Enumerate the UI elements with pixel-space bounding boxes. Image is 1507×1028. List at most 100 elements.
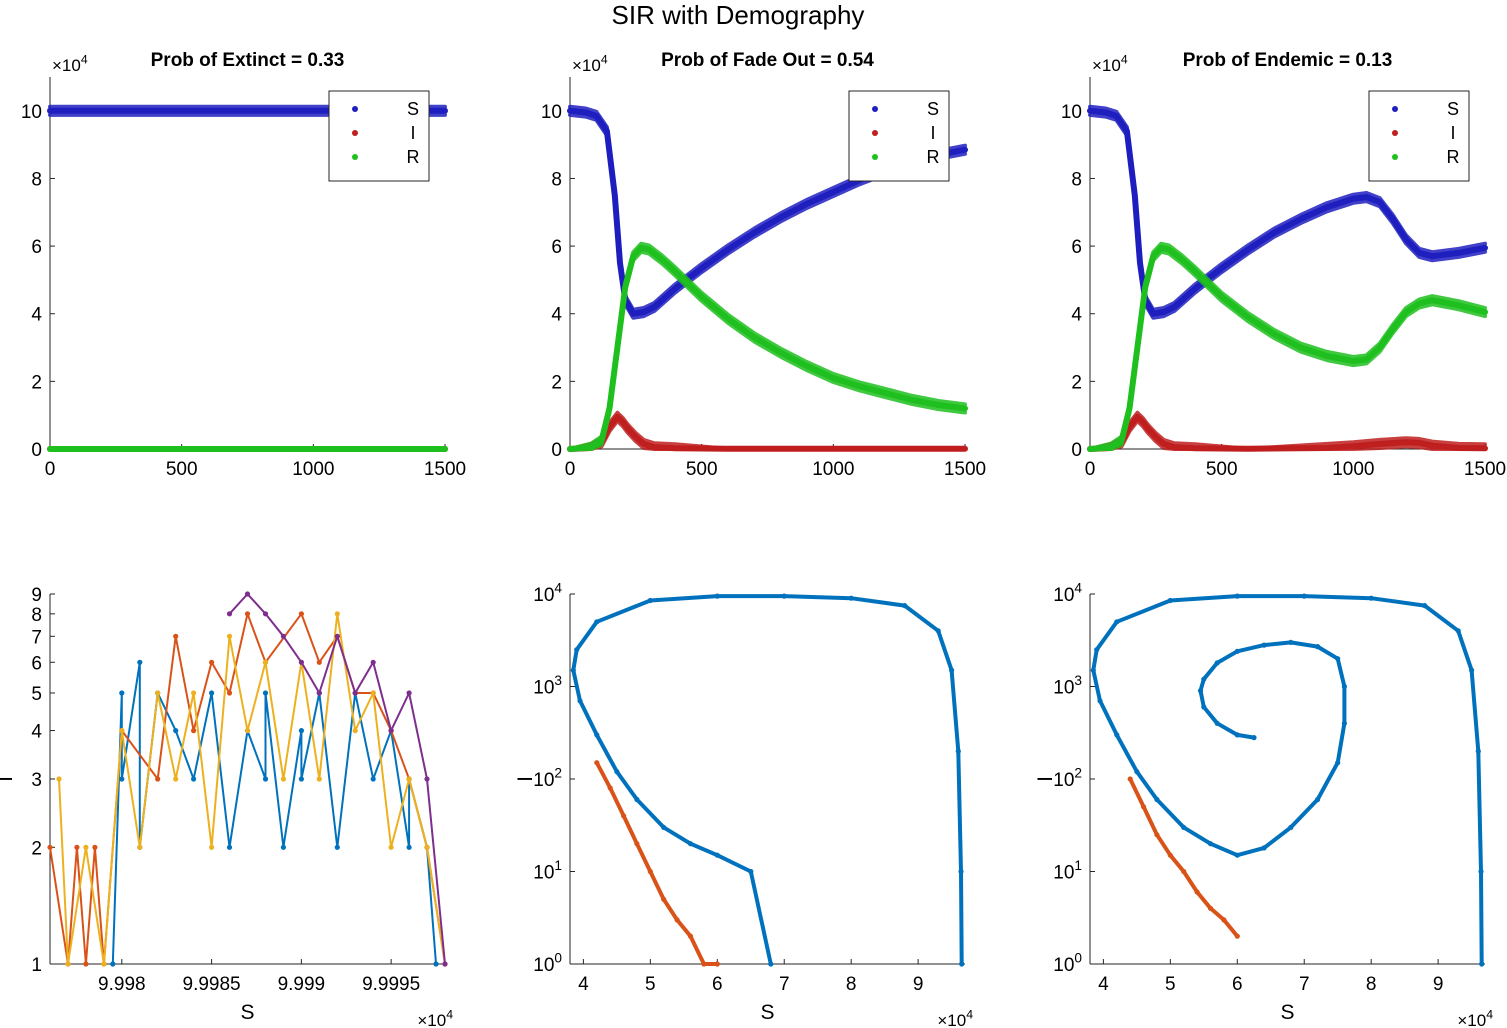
data-point xyxy=(262,659,269,665)
data-point xyxy=(1368,595,1374,601)
legend-marker-S xyxy=(1392,106,1398,112)
data-point xyxy=(424,844,430,850)
data-point xyxy=(370,690,376,696)
data-point xyxy=(191,728,197,734)
y-tick-label: 8 xyxy=(551,169,562,190)
data-point xyxy=(155,776,161,782)
x-tick-label: 9.999 xyxy=(278,974,326,995)
x-exponent-label: ×104 xyxy=(417,1007,453,1028)
data-point xyxy=(674,917,680,923)
data-point xyxy=(1422,603,1428,609)
y-tick-label: 6 xyxy=(31,237,42,258)
data-point xyxy=(244,611,251,617)
y-tick-label: 0 xyxy=(1071,440,1082,461)
data-point xyxy=(316,659,322,665)
data-point xyxy=(352,690,358,696)
data-point xyxy=(173,633,179,639)
data-point xyxy=(226,633,233,639)
data-point xyxy=(226,690,233,696)
data-point xyxy=(1221,917,1227,923)
panel-fadeout-phase: 4 5 6 7 8 9 100 101 102 103 104 ×104 S I xyxy=(514,580,973,1028)
data-point xyxy=(1469,667,1475,673)
x-tick-label: 5 xyxy=(645,974,656,995)
data-point xyxy=(661,896,667,902)
data-point xyxy=(1154,832,1160,838)
y-tick-label: 6 xyxy=(551,237,562,258)
x-tick-label: 1500 xyxy=(424,459,466,480)
y-tick-label: 101 xyxy=(533,858,562,884)
y-tick-label: 9 xyxy=(31,585,42,606)
data-point xyxy=(1234,593,1240,599)
x-axis-label: S xyxy=(760,1001,774,1024)
series-R-line xyxy=(1087,244,1488,452)
x-tick-label: 5 xyxy=(1165,974,1176,995)
x-axis-label: S xyxy=(1280,1001,1294,1024)
data-point xyxy=(226,844,233,850)
legend-marker-I xyxy=(1392,130,1398,136)
y-tick-label: 2 xyxy=(31,372,42,393)
data-point xyxy=(1214,660,1220,666)
data-point xyxy=(388,844,394,850)
y-tick-label: 102 xyxy=(533,765,562,791)
data-point xyxy=(687,933,694,939)
chart-title: Prob of Endemic = 0.13 xyxy=(1183,50,1393,71)
x-tick-label: 9 xyxy=(1433,974,1444,995)
data-point xyxy=(1341,683,1347,690)
data-point xyxy=(209,659,215,665)
data-point xyxy=(137,844,143,850)
y-tick-label: 10 xyxy=(541,102,562,123)
data-point xyxy=(334,844,340,850)
data-point xyxy=(621,813,627,819)
legend-label-R: R xyxy=(927,147,940,167)
data-point xyxy=(902,603,908,609)
data-point xyxy=(1234,852,1240,858)
panel-extinct-phase: 9.998 9.9985 9.999 9.9995 1 2 3 4 5 6 789 ×104 S I xyxy=(0,585,453,1028)
data-point xyxy=(614,769,620,775)
legend-box xyxy=(328,90,430,182)
y-axis-label: I xyxy=(514,776,537,782)
data-point xyxy=(65,961,71,967)
data-point xyxy=(209,844,215,850)
data-point xyxy=(594,760,600,766)
x-tick-label: 8 xyxy=(846,974,857,995)
data-point xyxy=(949,667,955,673)
y-tick-label: 2 xyxy=(1071,372,1082,393)
y-tick-label: 8 xyxy=(31,605,42,626)
series-line xyxy=(49,612,446,965)
x-tick-label: 500 xyxy=(686,459,718,480)
y-tick-label: 6 xyxy=(31,653,42,674)
data-point xyxy=(748,868,754,875)
data-point xyxy=(1114,619,1120,625)
y-tick-label: 104 xyxy=(533,580,562,606)
figure-title: SIR with Demography xyxy=(612,0,865,30)
y-tick-label: 0 xyxy=(551,440,562,461)
x-tick-label: 1500 xyxy=(1464,459,1506,480)
data-point xyxy=(1167,597,1173,604)
x-tick-label: 9 xyxy=(913,974,924,995)
data-point xyxy=(56,776,62,782)
x-tick-label: 4 xyxy=(1098,974,1109,995)
data-point xyxy=(955,748,961,754)
data-point xyxy=(1181,824,1187,831)
y-tick-label: 10 xyxy=(21,102,42,123)
data-point xyxy=(714,961,720,967)
data-point xyxy=(1154,796,1160,803)
data-point xyxy=(173,728,179,734)
legend-label-S: S xyxy=(927,99,939,119)
legend-label-S: S xyxy=(407,99,419,119)
data-point xyxy=(191,776,197,782)
y-tick-label: 102 xyxy=(1053,765,1082,791)
y-tick-label: 4 xyxy=(551,305,562,326)
x-tick-label: 6 xyxy=(712,974,723,995)
series-line xyxy=(228,593,446,965)
data-point xyxy=(280,844,286,850)
x-exponent-label: ×104 xyxy=(1457,1007,1493,1028)
data-point xyxy=(1234,933,1240,939)
data-point xyxy=(1201,676,1207,682)
data-point xyxy=(1341,720,1347,726)
series-S-line xyxy=(1088,104,1487,312)
legend-label-R: R xyxy=(407,147,420,167)
legend-marker-R xyxy=(872,154,878,160)
data-point xyxy=(191,690,197,696)
y-tick-label: 0 xyxy=(31,440,42,461)
